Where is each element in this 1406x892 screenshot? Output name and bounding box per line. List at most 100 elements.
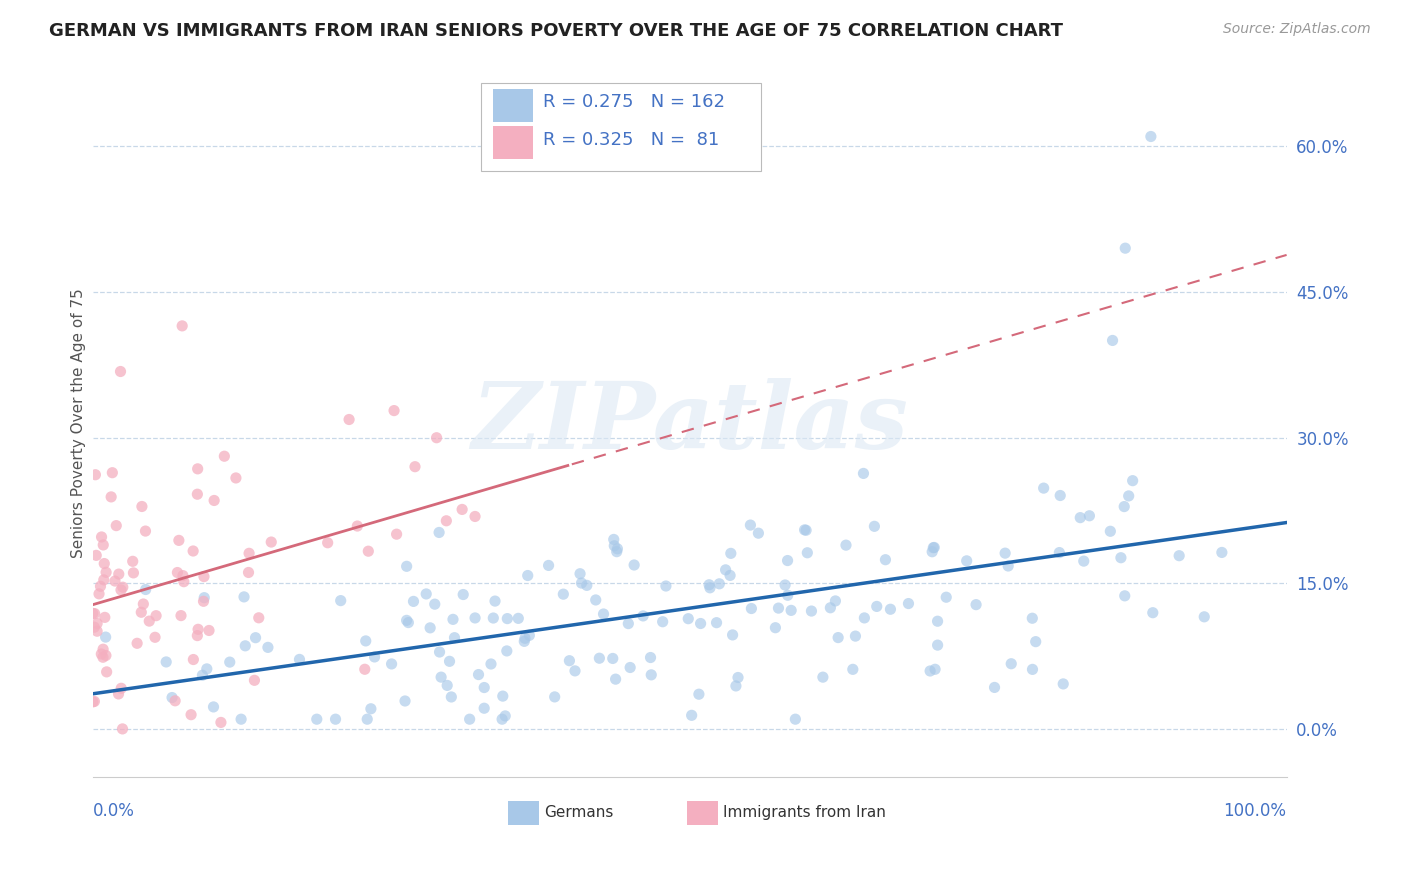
Point xyxy=(180,707,202,722)
Point xyxy=(94,630,117,644)
Point xyxy=(513,634,536,648)
Point xyxy=(458,712,481,726)
Point xyxy=(233,639,256,653)
Point xyxy=(93,557,115,571)
Point xyxy=(187,623,209,637)
Point xyxy=(415,587,437,601)
Point xyxy=(921,545,943,559)
Point xyxy=(354,634,377,648)
Point xyxy=(517,628,540,642)
Point xyxy=(423,597,446,611)
Point xyxy=(134,524,156,538)
Point xyxy=(86,616,108,631)
Point xyxy=(186,629,208,643)
Text: GERMAN VS IMMIGRANTS FROM IRAN SENIORS POVERTY OVER THE AGE OF 75 CORRELATION CH: GERMAN VS IMMIGRANTS FROM IRAN SENIORS P… xyxy=(49,22,1063,40)
Point xyxy=(602,651,624,665)
Point xyxy=(357,544,380,558)
Point xyxy=(107,567,129,582)
Point xyxy=(353,662,375,676)
Point xyxy=(143,630,166,644)
Point xyxy=(91,642,114,657)
Point xyxy=(337,412,360,426)
Point xyxy=(135,582,157,597)
Point xyxy=(105,518,128,533)
Point xyxy=(844,629,866,643)
Point xyxy=(863,519,886,533)
Point xyxy=(96,665,118,679)
Point xyxy=(780,603,803,617)
Point xyxy=(436,678,458,692)
Point xyxy=(467,667,489,681)
Point xyxy=(706,615,728,630)
Y-axis label: Seniors Poverty Over the Age of 75: Seniors Poverty Over the Age of 75 xyxy=(72,288,86,558)
Point xyxy=(1101,334,1123,348)
Point xyxy=(603,533,626,547)
Point xyxy=(89,579,111,593)
Point xyxy=(122,566,145,580)
Point xyxy=(824,594,846,608)
Point xyxy=(193,569,215,583)
Point xyxy=(382,403,405,417)
Point xyxy=(564,664,586,678)
Point xyxy=(785,712,807,726)
Point xyxy=(997,559,1019,574)
Point xyxy=(709,576,731,591)
Point xyxy=(965,598,987,612)
Point xyxy=(191,668,214,682)
Point xyxy=(430,670,453,684)
Point xyxy=(994,546,1017,560)
Point xyxy=(82,607,104,621)
Point xyxy=(842,662,865,676)
Point xyxy=(796,546,818,560)
Point xyxy=(794,523,817,537)
Point xyxy=(127,636,149,650)
Point xyxy=(571,576,593,591)
Point xyxy=(491,712,513,726)
Point xyxy=(394,694,416,708)
Text: Source: ZipAtlas.com: Source: ZipAtlas.com xyxy=(1223,22,1371,37)
Point xyxy=(434,514,457,528)
Point xyxy=(776,553,799,567)
Point xyxy=(257,640,280,655)
Point xyxy=(440,690,463,704)
Point xyxy=(922,541,945,555)
Point xyxy=(494,709,516,723)
Point xyxy=(86,624,108,639)
Point xyxy=(1000,657,1022,671)
Point xyxy=(575,578,598,592)
Point xyxy=(167,533,190,548)
Point xyxy=(183,652,205,666)
Point xyxy=(472,701,495,715)
Point xyxy=(1122,474,1144,488)
Point xyxy=(186,487,208,501)
Point xyxy=(396,615,419,630)
Point xyxy=(110,681,132,696)
Point xyxy=(688,687,710,701)
Point xyxy=(193,594,215,608)
Point xyxy=(681,708,703,723)
Point xyxy=(605,672,627,686)
Point xyxy=(740,518,762,533)
Text: Germans: Germans xyxy=(544,805,613,821)
Point xyxy=(617,616,640,631)
Point xyxy=(747,526,769,541)
Point xyxy=(678,612,700,626)
Point xyxy=(247,611,270,625)
Point xyxy=(935,591,957,605)
Point xyxy=(558,654,581,668)
Point xyxy=(160,690,183,705)
Text: 0.0%: 0.0% xyxy=(93,802,135,820)
Point xyxy=(1114,500,1136,514)
Point xyxy=(740,601,762,615)
Point xyxy=(482,611,505,625)
Point xyxy=(195,662,218,676)
Point xyxy=(585,593,607,607)
Point xyxy=(516,568,538,582)
Point xyxy=(198,624,221,638)
Point xyxy=(1114,241,1136,255)
Point xyxy=(721,628,744,642)
Point xyxy=(592,607,614,621)
Point xyxy=(443,631,465,645)
Point xyxy=(305,712,328,726)
Point xyxy=(214,449,236,463)
